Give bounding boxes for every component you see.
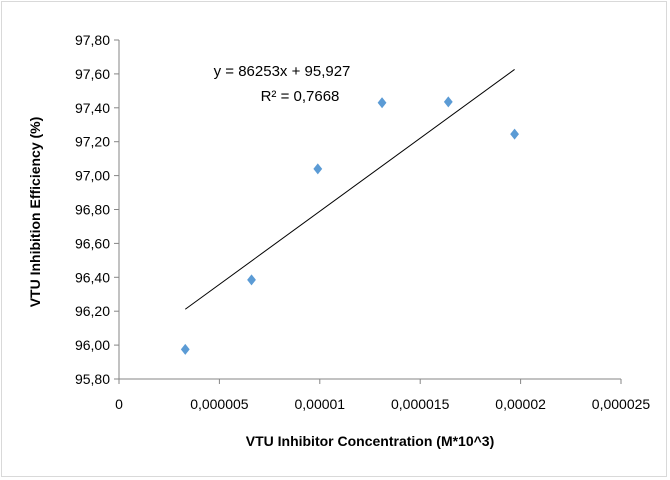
x-axis-title: VTU Inhibitor Concentration (M*10^3) <box>246 433 495 449</box>
y-tick-label: 96,00 <box>75 337 110 353</box>
y-tick-label: 97,20 <box>75 134 110 150</box>
y-tick-label: 97,60 <box>75 66 110 82</box>
data-point <box>510 128 519 140</box>
y-tick-label: 96,80 <box>75 202 110 218</box>
y-ticks: 95,80 96,00 96,20 96,40 96,60 96,80 97,00 97,20… <box>75 32 119 387</box>
axes <box>118 40 621 380</box>
y-tick-label: 97,80 <box>75 32 110 48</box>
x-ticks: 0 0,000005 0,00001 0,000015 0,00002 0,000025 <box>115 379 650 412</box>
y-tick-label: 97,40 <box>75 100 110 116</box>
x-tick-label: 0,000005 <box>190 396 249 412</box>
y-tick-label: 95,80 <box>75 371 110 387</box>
y-tick-label: 96,40 <box>75 269 110 285</box>
y-tick-label: 96,60 <box>75 235 110 251</box>
data-point <box>180 343 190 355</box>
data-point <box>313 163 323 175</box>
data-point <box>377 97 387 109</box>
y-tick-label: 96,20 <box>75 303 110 319</box>
y-tick-label: 97,00 <box>75 168 110 184</box>
x-tick-label: 0,000015 <box>391 396 450 412</box>
trendline-equation: y = 86253x + 95,927 <box>214 63 351 80</box>
x-tick-label: 0,00001 <box>294 396 345 412</box>
data-point <box>443 96 453 108</box>
trendline <box>184 69 515 310</box>
trendline-r2: R² = 0,7668 <box>261 88 340 105</box>
x-tick-label: 0,000025 <box>592 396 651 412</box>
x-tick-label: 0,00002 <box>495 396 546 412</box>
x-tick-label: 0 <box>115 396 123 412</box>
data-points <box>180 96 519 355</box>
data-point <box>247 274 256 286</box>
y-axis-title: VTU Inhibition Efficiency (%) <box>27 117 43 308</box>
